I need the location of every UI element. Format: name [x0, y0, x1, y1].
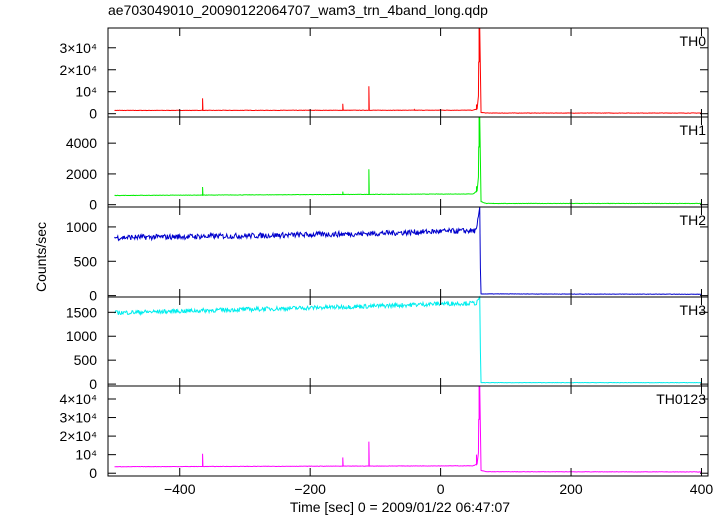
y-tick-label: 1000: [66, 328, 97, 344]
x-axis: −400 −200 0 200 400: [164, 481, 713, 497]
y-tick-label: 500: [74, 352, 98, 368]
panel-label-th2: TH2: [680, 212, 707, 228]
panel-label-th1: TH1: [680, 122, 707, 138]
panel-th3: 0 500 1000 1500 TH3: [66, 295, 709, 392]
series-line-th1: [114, 116, 702, 205]
panel-label-th0: TH0: [680, 33, 707, 49]
panel-frame: [107, 116, 709, 208]
panel-label-th0123: TH0123: [656, 391, 706, 407]
y-tick-label: 4000: [66, 135, 97, 151]
x-tick-label: 0: [437, 481, 445, 497]
y-tick-label: 0: [89, 288, 97, 304]
y-axis-label: Counts/sec: [33, 222, 49, 292]
panel-th0: 0 10⁴ 2×10⁴ 3×10⁴ TH0: [59, 27, 709, 122]
y-tick-label: 2×10⁴: [59, 62, 97, 78]
chart-title: ae703049010_20090122064707_wam3_trn_4ban…: [108, 2, 488, 18]
panel-frame: [107, 27, 709, 118]
panel-th2: 0 500 1000 TH2: [66, 206, 709, 304]
panel-frame: [107, 296, 709, 387]
x-tick-label: 200: [559, 481, 583, 497]
panel-label-th3: TH3: [680, 302, 707, 318]
series-line-th3: [114, 295, 702, 384]
y-tick-label: 3×10⁴: [59, 410, 97, 426]
panel-frame: [107, 206, 709, 298]
panels-group: 0 10⁴ 2×10⁴ 3×10⁴ TH0 0 2000 4000 TH1 0 500 1000 TH2…: [59, 27, 709, 481]
y-tick-label: 4×10⁴: [59, 391, 97, 407]
y-tick-label: 10⁴: [75, 84, 97, 100]
panel-frame: [107, 385, 709, 477]
y-tick-label: 0: [89, 465, 97, 481]
y-tick-label: 10⁴: [75, 447, 97, 463]
x-axis-label: Time [sec] 0 = 2009/01/22 06:47:07: [290, 499, 510, 515]
x-tick-label: −400: [164, 481, 196, 497]
y-tick-label: 1000: [66, 219, 97, 235]
y-tick-label: 2000: [66, 166, 97, 182]
y-tick-label: 1500: [66, 304, 97, 320]
y-tick-label: 3×10⁴: [59, 40, 97, 56]
y-tick-label: 2×10⁴: [59, 428, 97, 444]
y-tick-label: 0: [89, 376, 97, 392]
panel-th0123: 0 10⁴ 2×10⁴ 3×10⁴ 4×10⁴ TH0123: [59, 385, 709, 481]
y-tick-label: 500: [74, 253, 98, 269]
series-line-th0: [114, 27, 702, 114]
x-tick-label: 400: [690, 481, 714, 497]
series-line-th2: [114, 206, 702, 295]
series-line-th0123: [114, 385, 702, 473]
y-tick-label: 0: [89, 197, 97, 213]
panel-th1: 0 2000 4000 TH1: [66, 116, 709, 213]
y-tick-label: 0: [89, 106, 97, 122]
x-tick-label: −200: [294, 481, 326, 497]
